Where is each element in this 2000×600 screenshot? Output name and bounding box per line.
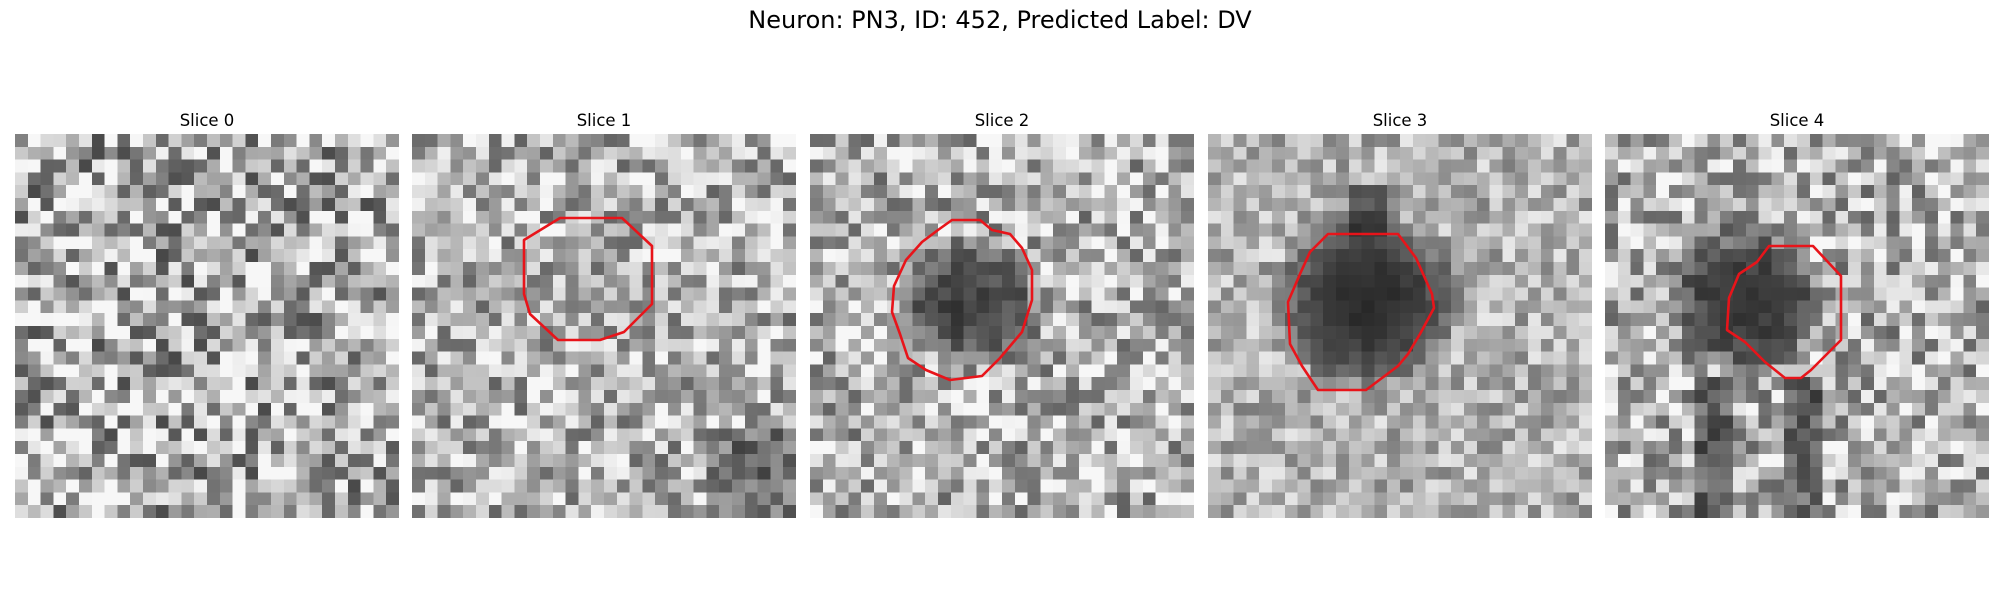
slice-image	[810, 134, 1194, 518]
slice-image	[1605, 134, 1989, 518]
roi-overlay	[1725, 244, 1843, 380]
slice-image	[15, 134, 399, 518]
slice-title: Slice 1	[576, 111, 632, 130]
slice-title: Slice 4	[1769, 111, 1825, 130]
slice-image	[1208, 134, 1592, 518]
slice-pixels	[1208, 134, 1592, 518]
slice-panel-1: Slice 1	[412, 108, 796, 518]
slice-panel-3: Slice 3	[1208, 108, 1592, 518]
slice-pixels	[412, 134, 796, 518]
slice-pixels	[15, 134, 399, 518]
slice-pixels	[810, 134, 1194, 518]
slice-panel-2: Slice 2	[810, 108, 1194, 518]
slice-title: Slice 0	[179, 111, 235, 130]
roi-overlay	[15, 134, 399, 518]
roi-contour	[890, 218, 1034, 382]
slice-panel-0: Slice 0	[15, 108, 399, 518]
roi-overlay	[890, 218, 1034, 382]
roi-contour	[1725, 244, 1843, 380]
figure-title: Neuron: PN3, ID: 452, Predicted Label: D…	[748, 6, 1252, 34]
slice-title: Slice 2	[974, 111, 1030, 130]
roi-overlay	[522, 216, 654, 342]
slice-image	[412, 134, 796, 518]
roi-contour	[1286, 232, 1436, 392]
roi-contour	[522, 216, 654, 342]
roi-overlay	[1286, 232, 1436, 392]
slice-title: Slice 3	[1372, 111, 1428, 130]
slice-pixels	[1605, 134, 1989, 518]
slice-panel-4: Slice 4	[1605, 108, 1989, 518]
